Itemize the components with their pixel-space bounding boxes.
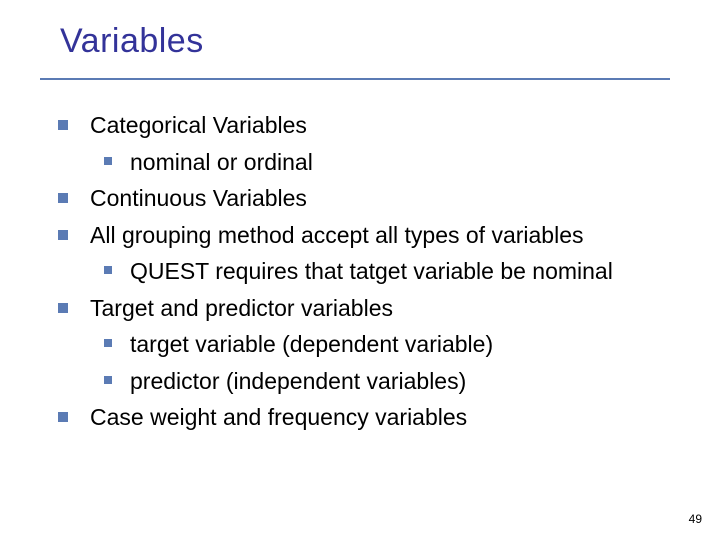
square-bullet-icon [58,193,68,203]
item-text: Case weight and frequency variables [90,400,467,435]
list-item: QUEST requires that tatget variable be n… [58,254,678,289]
list-item: Categorical Variables [58,108,678,143]
square-bullet-icon [104,376,112,384]
list-item: Continuous Variables [58,181,678,216]
item-text: nominal or ordinal [130,145,313,180]
square-bullet-icon [104,157,112,165]
item-text: target variable (dependent variable) [130,327,493,362]
list-item: All grouping method accept all types of … [58,218,678,253]
square-bullet-icon [58,230,68,240]
square-bullet-icon [58,303,68,313]
square-bullet-icon [58,412,68,422]
slide: Variables Categorical Variables nominal … [0,0,720,540]
item-text: QUEST requires that tatget variable be n… [130,254,613,289]
list-item: nominal or ordinal [58,145,678,180]
list-item: predictor (independent variables) [58,364,678,399]
body-content: Categorical Variables nominal or ordinal… [58,108,678,437]
list-item: target variable (dependent variable) [58,327,678,362]
list-item: Case weight and frequency variables [58,400,678,435]
page-number: 49 [689,512,702,526]
slide-title: Variables [60,22,204,61]
square-bullet-icon [58,120,68,130]
title-region: Variables [60,22,204,61]
list-item: Target and predictor variables [58,291,678,326]
item-text: Categorical Variables [90,108,307,143]
item-text: Target and predictor variables [90,291,393,326]
title-underline [40,78,670,80]
square-bullet-icon [104,266,112,274]
square-bullet-icon [104,339,112,347]
item-text: predictor (independent variables) [130,364,466,399]
item-text: All grouping method accept all types of … [90,218,584,253]
item-text: Continuous Variables [90,181,307,216]
